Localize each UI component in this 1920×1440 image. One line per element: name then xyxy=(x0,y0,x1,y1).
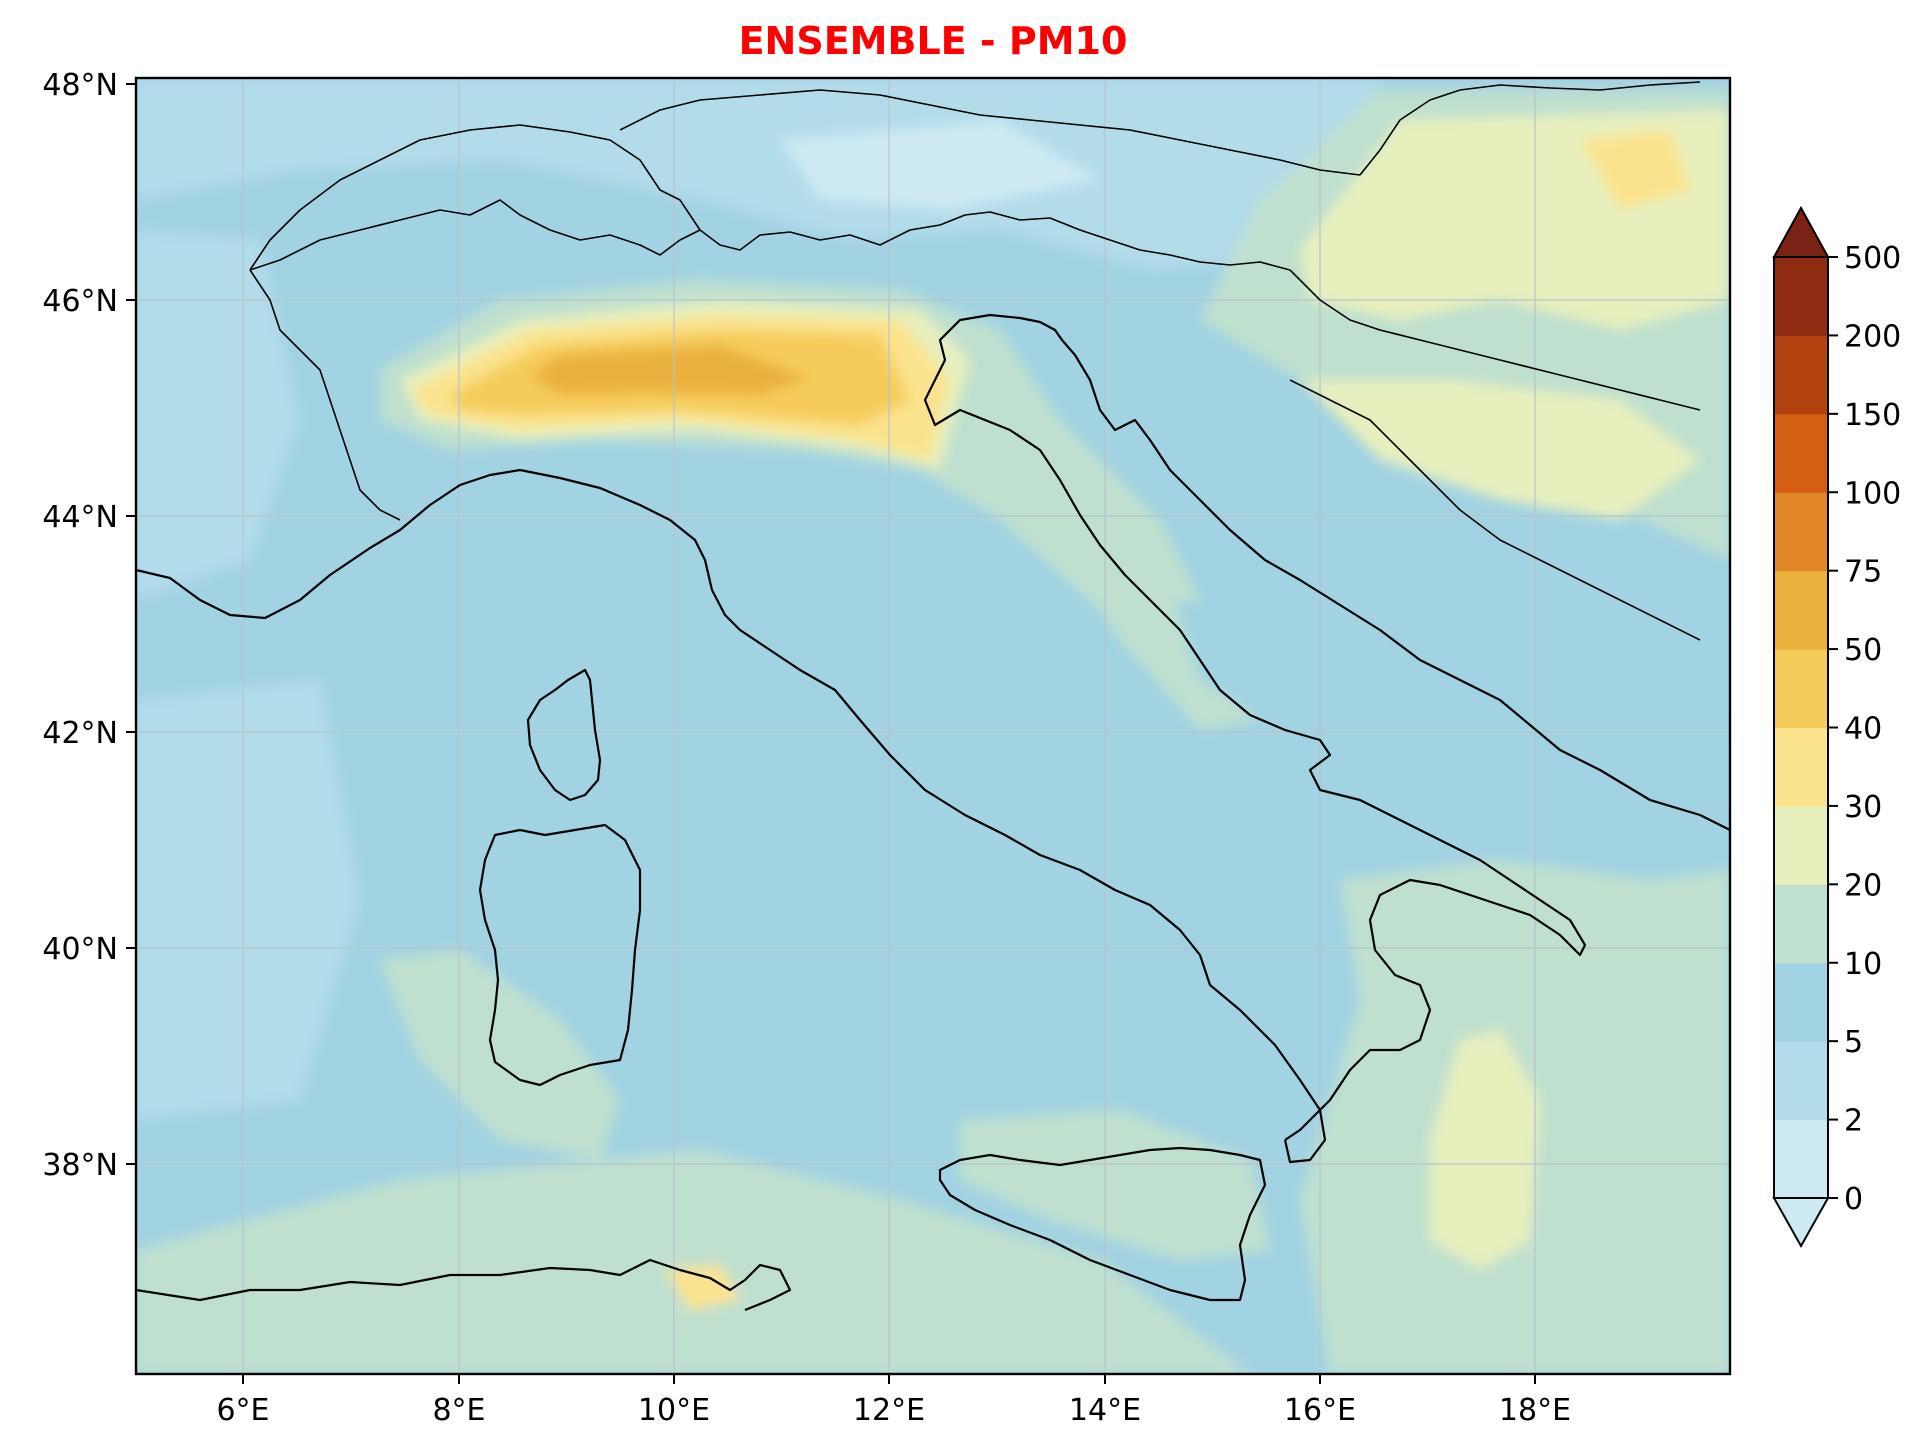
x-tick-label: 8°E xyxy=(432,1393,485,1428)
coastline-tunisia xyxy=(136,1258,792,1312)
colorbar-extend-top xyxy=(1772,205,1830,258)
map-gridlines xyxy=(136,78,1730,1374)
border-austria xyxy=(619,89,1361,176)
x-tick-label: 12°E xyxy=(853,1393,925,1428)
y-tick-label: 46°N xyxy=(42,284,118,319)
x-tick-label: 14°E xyxy=(1069,1393,1141,1428)
colorbar-tick-label: 20 xyxy=(1844,868,1882,903)
coastline-venice xyxy=(989,313,1063,341)
border-croatia-inland xyxy=(1289,269,1701,411)
colorbar-segment xyxy=(1774,962,1828,1042)
field-zone-austria-light xyxy=(780,120,1100,210)
map-coastlines xyxy=(136,313,1730,1312)
colorbar-tick-label: 75 xyxy=(1844,555,1882,590)
colorbar-tick-label: 100 xyxy=(1844,476,1901,511)
colorbar-tick-label: 2 xyxy=(1844,1104,1863,1139)
border-hungary xyxy=(1359,81,1701,176)
y-tick-label: 44°N xyxy=(42,500,118,535)
colorbar-tick-label: 150 xyxy=(1844,398,1901,433)
field-zone-alps-light xyxy=(136,78,1380,270)
x-tick-label: 18°E xyxy=(1499,1393,1571,1428)
colorbar-segment xyxy=(1774,413,1828,493)
field-zone-west-med-light xyxy=(136,680,360,1120)
coastline-sicily xyxy=(938,1146,1267,1302)
map-borders xyxy=(249,81,1701,641)
field-zone-west-light xyxy=(136,230,300,600)
border-switzerland-north xyxy=(249,124,701,271)
colorbar-segment xyxy=(1774,492,1828,572)
field-zone-sardinia-sea-moderate xyxy=(380,950,620,1160)
map-title: ENSEMBLE - PM10 xyxy=(739,19,1128,63)
field-zone-ionian-low xyxy=(1430,1030,1540,1270)
longitude-ticks: 6°E 8°E 10°E 12°E 14°E 16°E 18°E xyxy=(216,1374,1571,1428)
colorbar: 500 200 150 100 75 50 40 30 20 10 5 2 0 xyxy=(1772,205,1901,1249)
x-tick-label: 6°E xyxy=(216,1393,269,1428)
colorbar-segment xyxy=(1774,805,1828,885)
border-alps xyxy=(249,199,1051,271)
x-tick-label: 10°E xyxy=(638,1393,710,1428)
colorbar-extend-bottom xyxy=(1772,1197,1830,1249)
map-frame xyxy=(134,76,1732,1376)
field-zone-tunisia-moderate xyxy=(136,1150,1250,1374)
colorbar-segment xyxy=(1774,1119,1828,1199)
colorbar-tick-label: 200 xyxy=(1844,319,1901,354)
colorbar-segments xyxy=(1774,256,1838,1199)
field-zone-hungary-30 xyxy=(1580,130,1690,210)
colorbar-frame xyxy=(1773,256,1829,1199)
y-tick-label: 40°N xyxy=(42,932,118,967)
border-balkans xyxy=(1289,379,1701,641)
coastline-croatia xyxy=(1061,339,1730,831)
colorbar-tick-label: 50 xyxy=(1844,633,1882,668)
colorbar-segment xyxy=(1774,570,1828,650)
coastline-calabria xyxy=(923,313,1587,1141)
field-zone-east-low-2 xyxy=(1300,380,1700,520)
colorbar-segment xyxy=(1774,1041,1828,1121)
coastline-sardinia xyxy=(478,823,642,1087)
colorbar-segment xyxy=(1774,649,1828,728)
y-tick-label: 42°N xyxy=(42,716,118,751)
field-zone-adriatic-moderate xyxy=(1000,420,1260,730)
field-zone-po-50 xyxy=(530,345,810,395)
pm10-concentration-field xyxy=(136,78,1730,1374)
colorbar-tick-label: 5 xyxy=(1844,1025,1863,1060)
colorbar-tick-labels: 500 200 150 100 75 50 40 30 20 10 5 2 0 xyxy=(1844,241,1901,1217)
colorbar-segment xyxy=(1774,335,1828,415)
y-tick-label: 38°N xyxy=(42,1148,118,1183)
colorbar-tick-label: 0 xyxy=(1844,1182,1863,1217)
border-france-italy xyxy=(249,269,401,521)
coastline-corsica xyxy=(526,668,602,802)
colorbar-tick-label: 10 xyxy=(1844,947,1882,982)
colorbar-segment xyxy=(1774,257,1828,336)
x-tick-label: 16°E xyxy=(1284,1393,1356,1428)
latitude-ticks: 48°N 46°N 44°N 42°N 40°N 38°N xyxy=(42,68,136,1183)
colorbar-segment xyxy=(1774,727,1828,807)
colorbar-segment xyxy=(1774,884,1828,964)
colorbar-tick-label: 40 xyxy=(1844,712,1882,747)
field-zone-sicily-moderate xyxy=(960,1110,1270,1260)
coastline-france-italy xyxy=(136,468,1327,1164)
colorbar-tick-label: 500 xyxy=(1844,241,1901,276)
colorbar-tick-label: 30 xyxy=(1844,790,1882,825)
y-tick-label: 48°N xyxy=(42,68,118,103)
field-zone-tunis-30 xyxy=(665,1265,740,1310)
border-slovenia xyxy=(1049,217,1291,271)
